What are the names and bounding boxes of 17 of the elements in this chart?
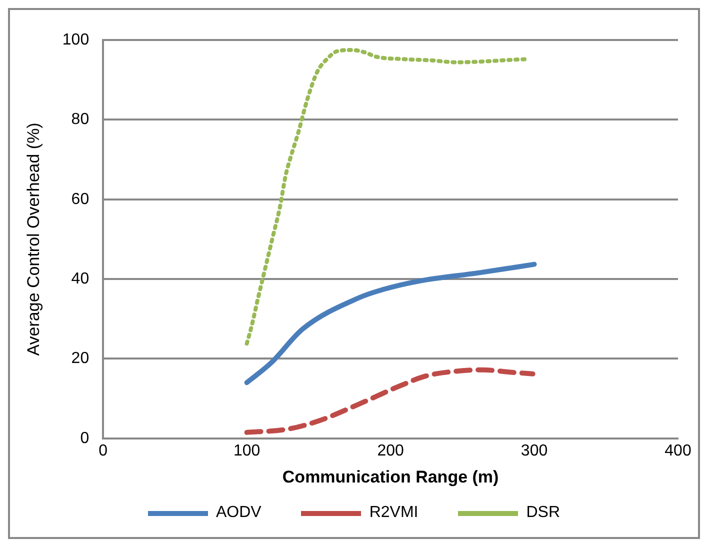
y-tick-label: 100 [62, 31, 90, 48]
x-tick-label: 200 [377, 442, 404, 460]
x-tick-label: 300 [520, 442, 548, 460]
legend-label: AODV [216, 504, 262, 522]
legend-label: R2VMI [369, 504, 418, 522]
legend-label: DSR [526, 504, 560, 522]
x-tick-label: 100 [233, 442, 260, 460]
y-tick-label: 20 [71, 350, 90, 368]
x-tick-label: 400 [664, 442, 692, 460]
line-series [244, 48, 530, 346]
y-tick-label: 40 [71, 270, 90, 288]
y-tick-label: 60 [71, 190, 90, 208]
x-axis-title: Communication Range (m) [282, 467, 499, 486]
y-axis-title: Average Control Overhead (%) [24, 122, 43, 356]
x-tick-label: 0 [98, 442, 108, 460]
y-tick-label: 0 [80, 430, 90, 447]
y-tick-label: 80 [71, 111, 90, 128]
